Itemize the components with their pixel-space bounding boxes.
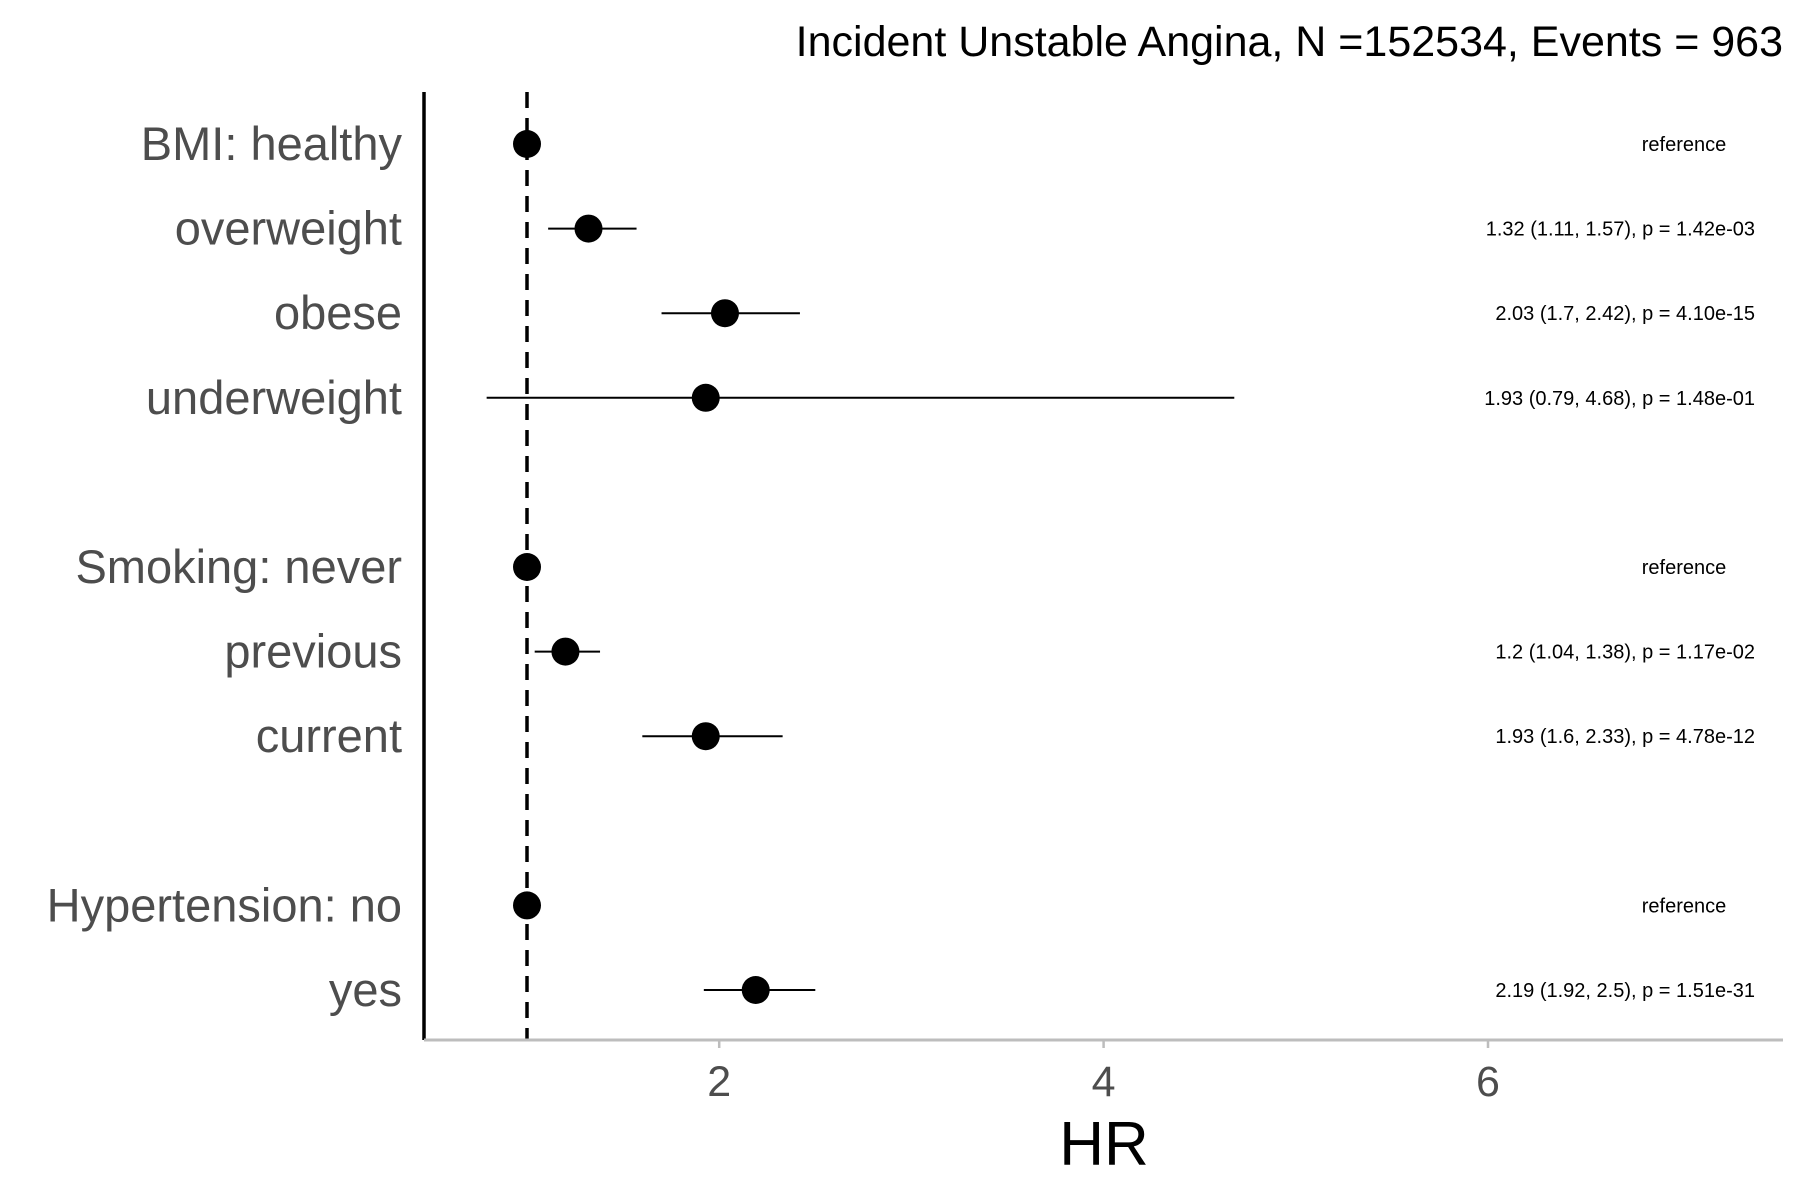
hr-point <box>574 214 603 243</box>
x-tick-label: 6 <box>1476 1058 1500 1106</box>
row-annotation: reference <box>1642 134 1727 156</box>
hr-point <box>691 383 720 412</box>
chart-title: Incident Unstable Angina, N =152534, Eve… <box>796 18 1783 66</box>
row-label: yes <box>329 963 402 1016</box>
x-tick-label: 2 <box>707 1058 731 1106</box>
row-annotation: 1.2 (1.04, 1.38), p = 1.17e-02 <box>1495 642 1755 664</box>
hr-point <box>513 553 541 581</box>
row-label: Hypertension: no <box>47 878 402 931</box>
row-annotation: 1.32 (1.11, 1.57), p = 1.42e-03 <box>1486 219 1755 241</box>
hr-point <box>513 891 541 920</box>
hr-point <box>741 976 770 1004</box>
row-label: current <box>256 709 402 762</box>
hr-point <box>710 299 739 328</box>
hr-point <box>551 637 580 666</box>
row-annotation: 2.03 (1.7, 2.42), p = 4.10e-15 <box>1495 303 1755 325</box>
x-axis-title: HR <box>1059 1110 1149 1179</box>
row-label: obese <box>274 286 402 339</box>
row-label: underweight <box>146 371 402 424</box>
x-axis-ticks: 2 4 6 <box>707 1040 1500 1106</box>
row-label: overweight <box>175 202 402 255</box>
forest-rows: BMI: healthy reference overweight 1.32 (1.1… <box>47 117 1755 1016</box>
row-annotation: 2.19 (1.92, 2.5), p = 1.51e-31 <box>1495 980 1755 1002</box>
row-annotation: 1.93 (0.79, 4.68), p = 1.48e-01 <box>1484 388 1755 410</box>
x-tick-label: 4 <box>1092 1058 1116 1106</box>
row-annotation: 1.93 (1.6, 2.33), p = 4.78e-12 <box>1495 726 1755 748</box>
row-annotation: reference <box>1642 895 1727 917</box>
row-annotation: reference <box>1642 557 1727 579</box>
hr-point <box>513 130 541 158</box>
hr-point <box>691 722 720 751</box>
row-label: Smoking: never <box>75 540 402 593</box>
row-label: previous <box>224 625 402 678</box>
row-label: BMI: healthy <box>141 117 403 170</box>
